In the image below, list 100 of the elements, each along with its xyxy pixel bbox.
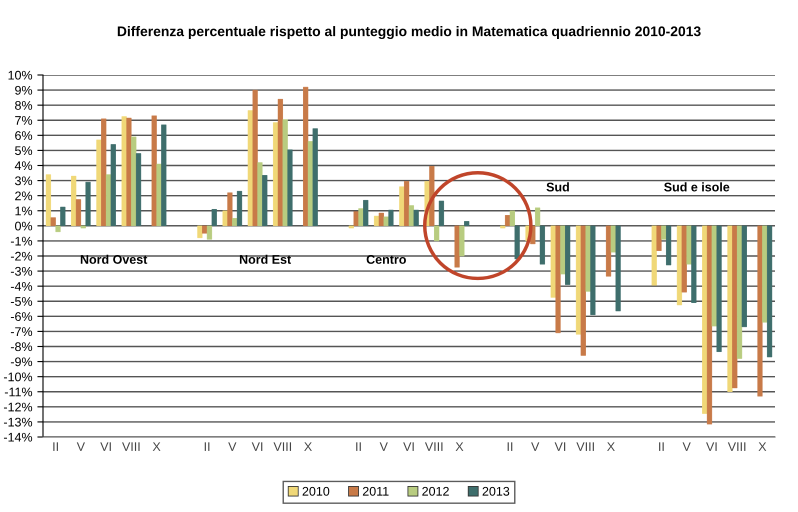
x-tick-label: X — [152, 442, 160, 451]
bar — [96, 140, 102, 226]
bar — [262, 175, 268, 226]
bar — [136, 153, 142, 226]
y-tick-label: -1% — [10, 236, 32, 246]
bar — [248, 110, 253, 226]
bar — [676, 226, 682, 306]
y-tick-label: 1% — [15, 206, 32, 216]
bar — [555, 226, 561, 334]
y-tick-label: -13% — [4, 418, 32, 427]
annotation: Nord Ovest — [80, 254, 148, 264]
bar — [590, 226, 596, 316]
bar — [766, 226, 772, 358]
bar — [399, 186, 404, 226]
x-tick-label: V — [380, 442, 388, 451]
y-tick-label: -14% — [4, 432, 32, 442]
y-tick-label: -6% — [10, 312, 32, 321]
y-tick-label: 0% — [15, 222, 32, 230]
bar — [661, 226, 666, 240]
x-tick-label: VIII — [424, 442, 442, 451]
bar — [459, 226, 464, 256]
chart-title: Differenza percentuale rispetto al punteggio medio in Matematica quadriennio 2010-2013 — [118, 26, 701, 40]
bar — [610, 226, 616, 252]
bar — [131, 136, 136, 226]
bar — [414, 210, 419, 226]
bar — [682, 226, 687, 292]
x-tick-label: X — [456, 442, 464, 451]
bar — [706, 226, 712, 424]
x-tick-label: II — [356, 442, 361, 451]
bar — [408, 205, 414, 226]
y-tick-label: -5% — [10, 297, 32, 306]
bar — [110, 144, 116, 226]
x-tick-label: VIII — [576, 442, 594, 451]
bar — [46, 174, 52, 226]
y-tick-label: 3% — [14, 176, 32, 186]
legend-label: 2010 — [302, 486, 330, 496]
bar — [101, 118, 106, 226]
bar — [303, 86, 308, 226]
x-tick-label: II — [53, 442, 58, 451]
y-tick-label: 2% — [15, 191, 32, 200]
y-tick-label: -10% — [4, 372, 32, 382]
bar — [126, 118, 132, 226]
bar — [197, 226, 202, 238]
bar — [732, 226, 738, 388]
annotation: Sud — [546, 182, 569, 192]
bar — [434, 226, 440, 242]
bar — [580, 226, 586, 356]
bar — [540, 226, 546, 265]
y-tick-label: -2% — [10, 252, 32, 261]
legend-label: 2012 — [422, 486, 449, 496]
bar — [404, 181, 410, 226]
bar — [60, 206, 66, 226]
bar — [206, 226, 212, 240]
y-tick-label: 8% — [15, 100, 32, 110]
x-tick-label: V — [682, 442, 691, 451]
bar — [565, 226, 570, 285]
bar — [358, 208, 364, 226]
bar — [514, 226, 520, 260]
x-tick-label: V — [76, 442, 85, 451]
x-tick-label: II — [508, 442, 512, 451]
bar — [606, 226, 612, 277]
y-tick-label: -9% — [10, 357, 32, 366]
y-tick-label: -7% — [10, 327, 32, 336]
bar — [656, 226, 662, 251]
x-tick-label: V — [531, 442, 540, 451]
bar — [702, 226, 708, 414]
bar — [691, 226, 696, 303]
y-tick-label: 6% — [15, 131, 32, 140]
x-tick-label: X — [758, 442, 766, 451]
bar — [252, 90, 258, 226]
legend-label: 2013 — [482, 486, 510, 496]
bar — [236, 190, 242, 226]
x-tick-label: II — [659, 442, 664, 451]
bar — [55, 226, 61, 232]
x-tick-label: V — [228, 442, 236, 451]
bar — [161, 124, 166, 226]
bar — [652, 226, 657, 286]
bar — [500, 226, 506, 228]
bar — [388, 210, 394, 226]
y-tick-label: 4% — [14, 161, 32, 170]
bar — [232, 218, 238, 226]
x-tick-label: X — [607, 442, 615, 451]
bar — [257, 162, 263, 226]
y-tick-label: -4% — [10, 282, 32, 291]
x-tick-label: VI — [554, 442, 566, 451]
y-tick-label: -8% — [10, 342, 32, 352]
bar — [312, 128, 318, 226]
y-tick-label: 5% — [15, 146, 32, 156]
annotation: Nord Est — [240, 254, 292, 264]
bar — [742, 226, 747, 328]
bar — [510, 210, 515, 226]
bar — [363, 200, 368, 226]
bar — [560, 226, 566, 274]
bar — [736, 226, 742, 359]
bar — [80, 226, 86, 228]
bar — [76, 199, 82, 226]
bar — [308, 141, 314, 226]
bar — [212, 209, 217, 226]
annotation: Sud e isole — [664, 182, 730, 192]
bar — [282, 119, 288, 226]
